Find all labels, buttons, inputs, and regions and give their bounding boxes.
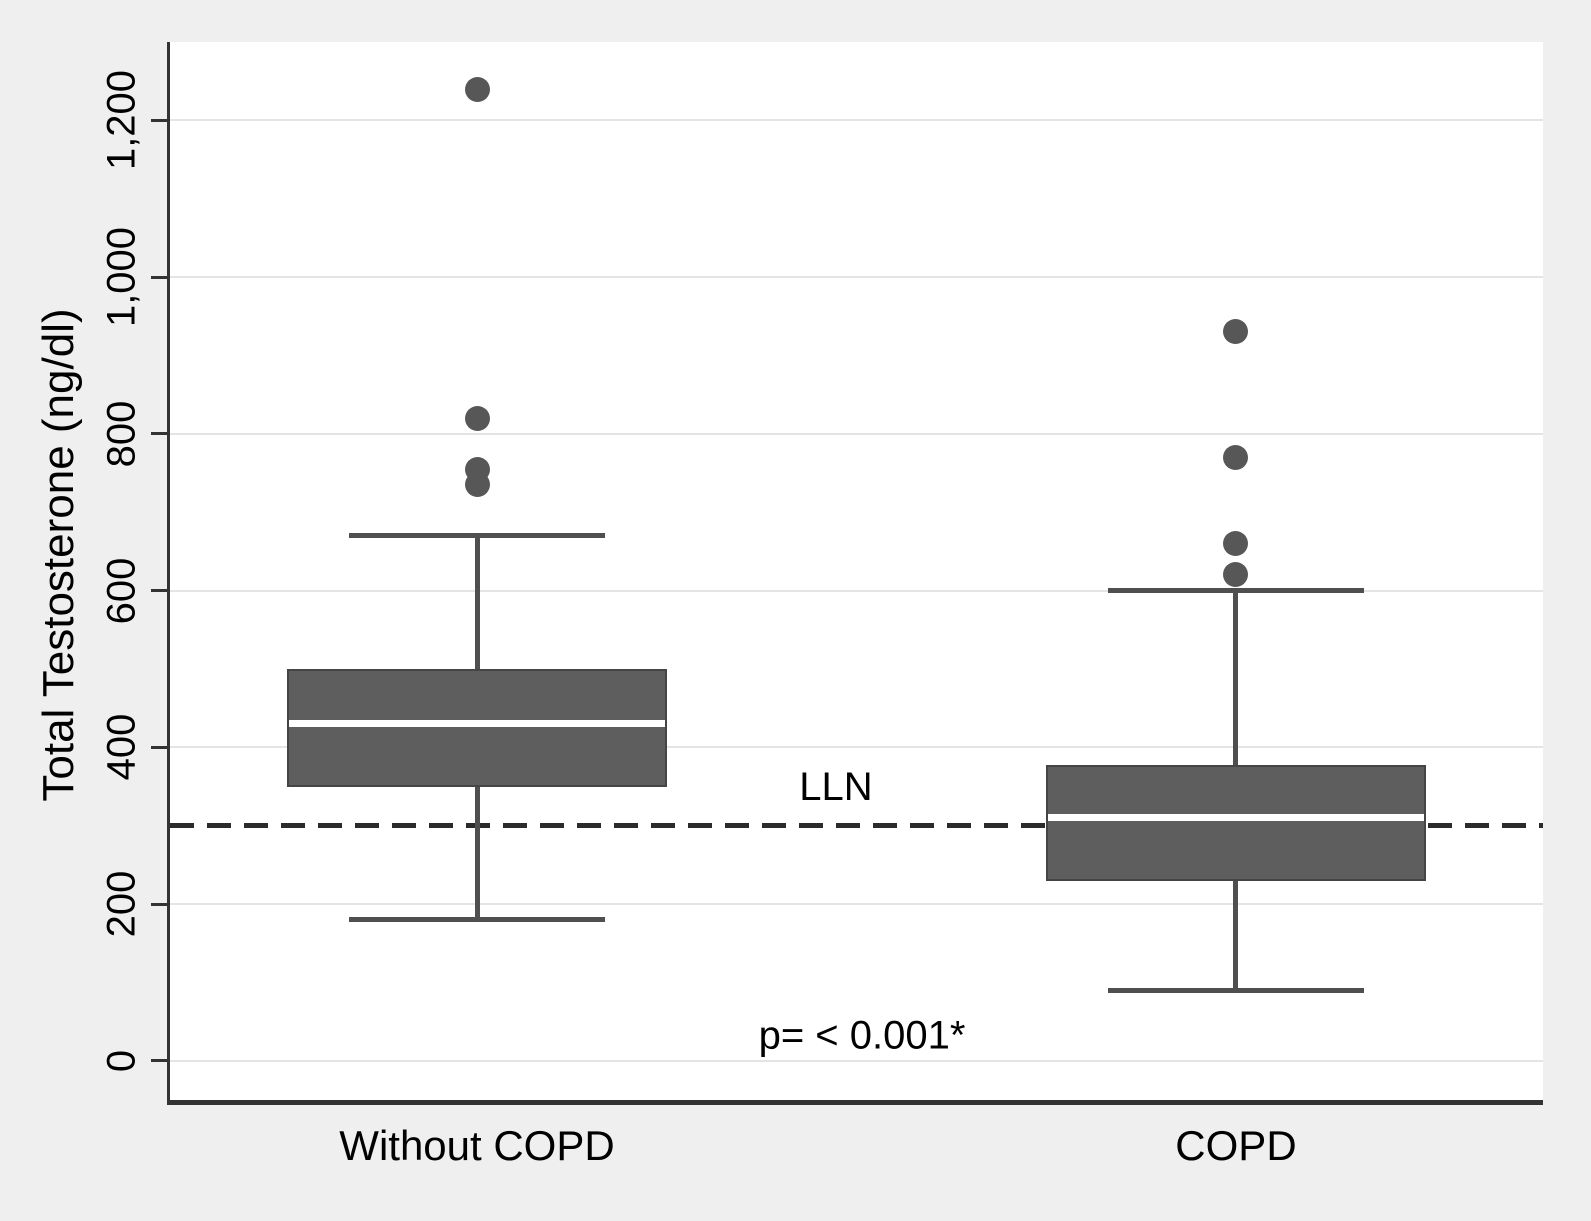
median-line — [289, 720, 665, 728]
outlier-dot — [464, 405, 490, 431]
x-category-label: COPD — [1175, 1122, 1297, 1169]
y-tick-label-200: 200 — [99, 870, 144, 938]
y-axis-line — [167, 42, 170, 1105]
p-value-annotation: p= < 0.001* — [758, 1013, 966, 1058]
outlier-dot — [464, 76, 490, 102]
upper-whisker-cap — [1107, 588, 1364, 594]
gridline-200 — [170, 903, 1543, 906]
y-tick-600 — [151, 589, 169, 593]
outlier-dot — [1223, 531, 1249, 557]
outlier-dot — [464, 456, 490, 482]
gridline-0 — [170, 1059, 1543, 1062]
gridline-600 — [170, 589, 1543, 592]
upper-whisker — [1233, 590, 1239, 765]
lower-whisker-cap — [349, 917, 605, 923]
y-tick-1000 — [151, 275, 169, 279]
y-tick-label-0: 0 — [99, 1049, 144, 1072]
y-tick-800 — [151, 432, 169, 436]
x-axis-line — [167, 1100, 1543, 1105]
lower-whisker — [1233, 880, 1239, 991]
gridline-1000 — [170, 276, 1543, 279]
y-tick-1200 — [151, 118, 169, 122]
y-tick-label-800: 800 — [99, 400, 144, 468]
gridline-1200 — [170, 119, 1543, 122]
upper-whisker — [474, 535, 480, 669]
upper-whisker-cap — [349, 533, 605, 539]
outlier-dot — [1223, 319, 1249, 345]
reference-line-label: LLN — [799, 765, 873, 809]
y-tick-200 — [151, 902, 169, 906]
y-tick-0 — [151, 1059, 169, 1063]
gridline-800 — [170, 432, 1543, 435]
lower-whisker-cap — [1107, 987, 1364, 993]
gridline-400 — [170, 746, 1543, 749]
plot-area — [170, 42, 1543, 1100]
y-tick-400 — [151, 745, 169, 749]
y-tick-label-400: 400 — [99, 713, 144, 781]
y-axis-title: Total Testosterone (ng/dl) — [34, 308, 83, 802]
median-line — [1047, 814, 1424, 822]
box-without-copd — [287, 668, 667, 787]
y-tick-label-1000: 1,000 — [99, 227, 144, 328]
y-tick-label-600: 600 — [99, 557, 144, 624]
outlier-dot — [1223, 562, 1249, 588]
lower-whisker — [474, 786, 480, 920]
y-tick-label-1200: 1,200 — [99, 70, 144, 171]
outlier-dot — [1223, 444, 1249, 470]
x-category-label: Without COPD — [339, 1122, 615, 1169]
lln-dashed-line — [170, 823, 1543, 829]
box-copd — [1045, 764, 1426, 881]
